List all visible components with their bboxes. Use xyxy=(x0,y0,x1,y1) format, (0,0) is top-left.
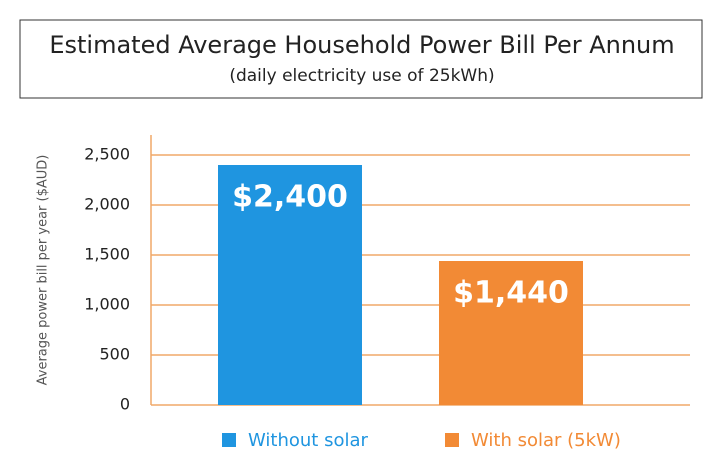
y-tick-label: 1,500 xyxy=(84,245,130,264)
data-label: $1,440 xyxy=(453,276,569,311)
data-label: $2,400 xyxy=(232,180,348,215)
bar xyxy=(218,165,362,405)
legend-swatch xyxy=(222,433,236,447)
legend-swatch xyxy=(445,433,459,447)
legend-label: With solar (5kW) xyxy=(471,430,621,451)
y-tick-label: 1,000 xyxy=(84,295,130,314)
y-tick-label: 2,000 xyxy=(84,195,130,214)
y-tick-label: 0 xyxy=(120,395,130,414)
y-tick-label: 500 xyxy=(99,345,130,364)
y-axis-label: Average power bill per year ($AUD) xyxy=(36,155,51,386)
title-box xyxy=(19,19,703,99)
chart-title: Estimated Average Household Power Bill P… xyxy=(49,31,674,59)
y-tick-label: 2,500 xyxy=(84,145,130,164)
bar xyxy=(439,261,583,405)
chart-subtitle: (daily electricity use of 25kWh) xyxy=(229,66,494,86)
legend-label: Without solar xyxy=(248,430,368,451)
